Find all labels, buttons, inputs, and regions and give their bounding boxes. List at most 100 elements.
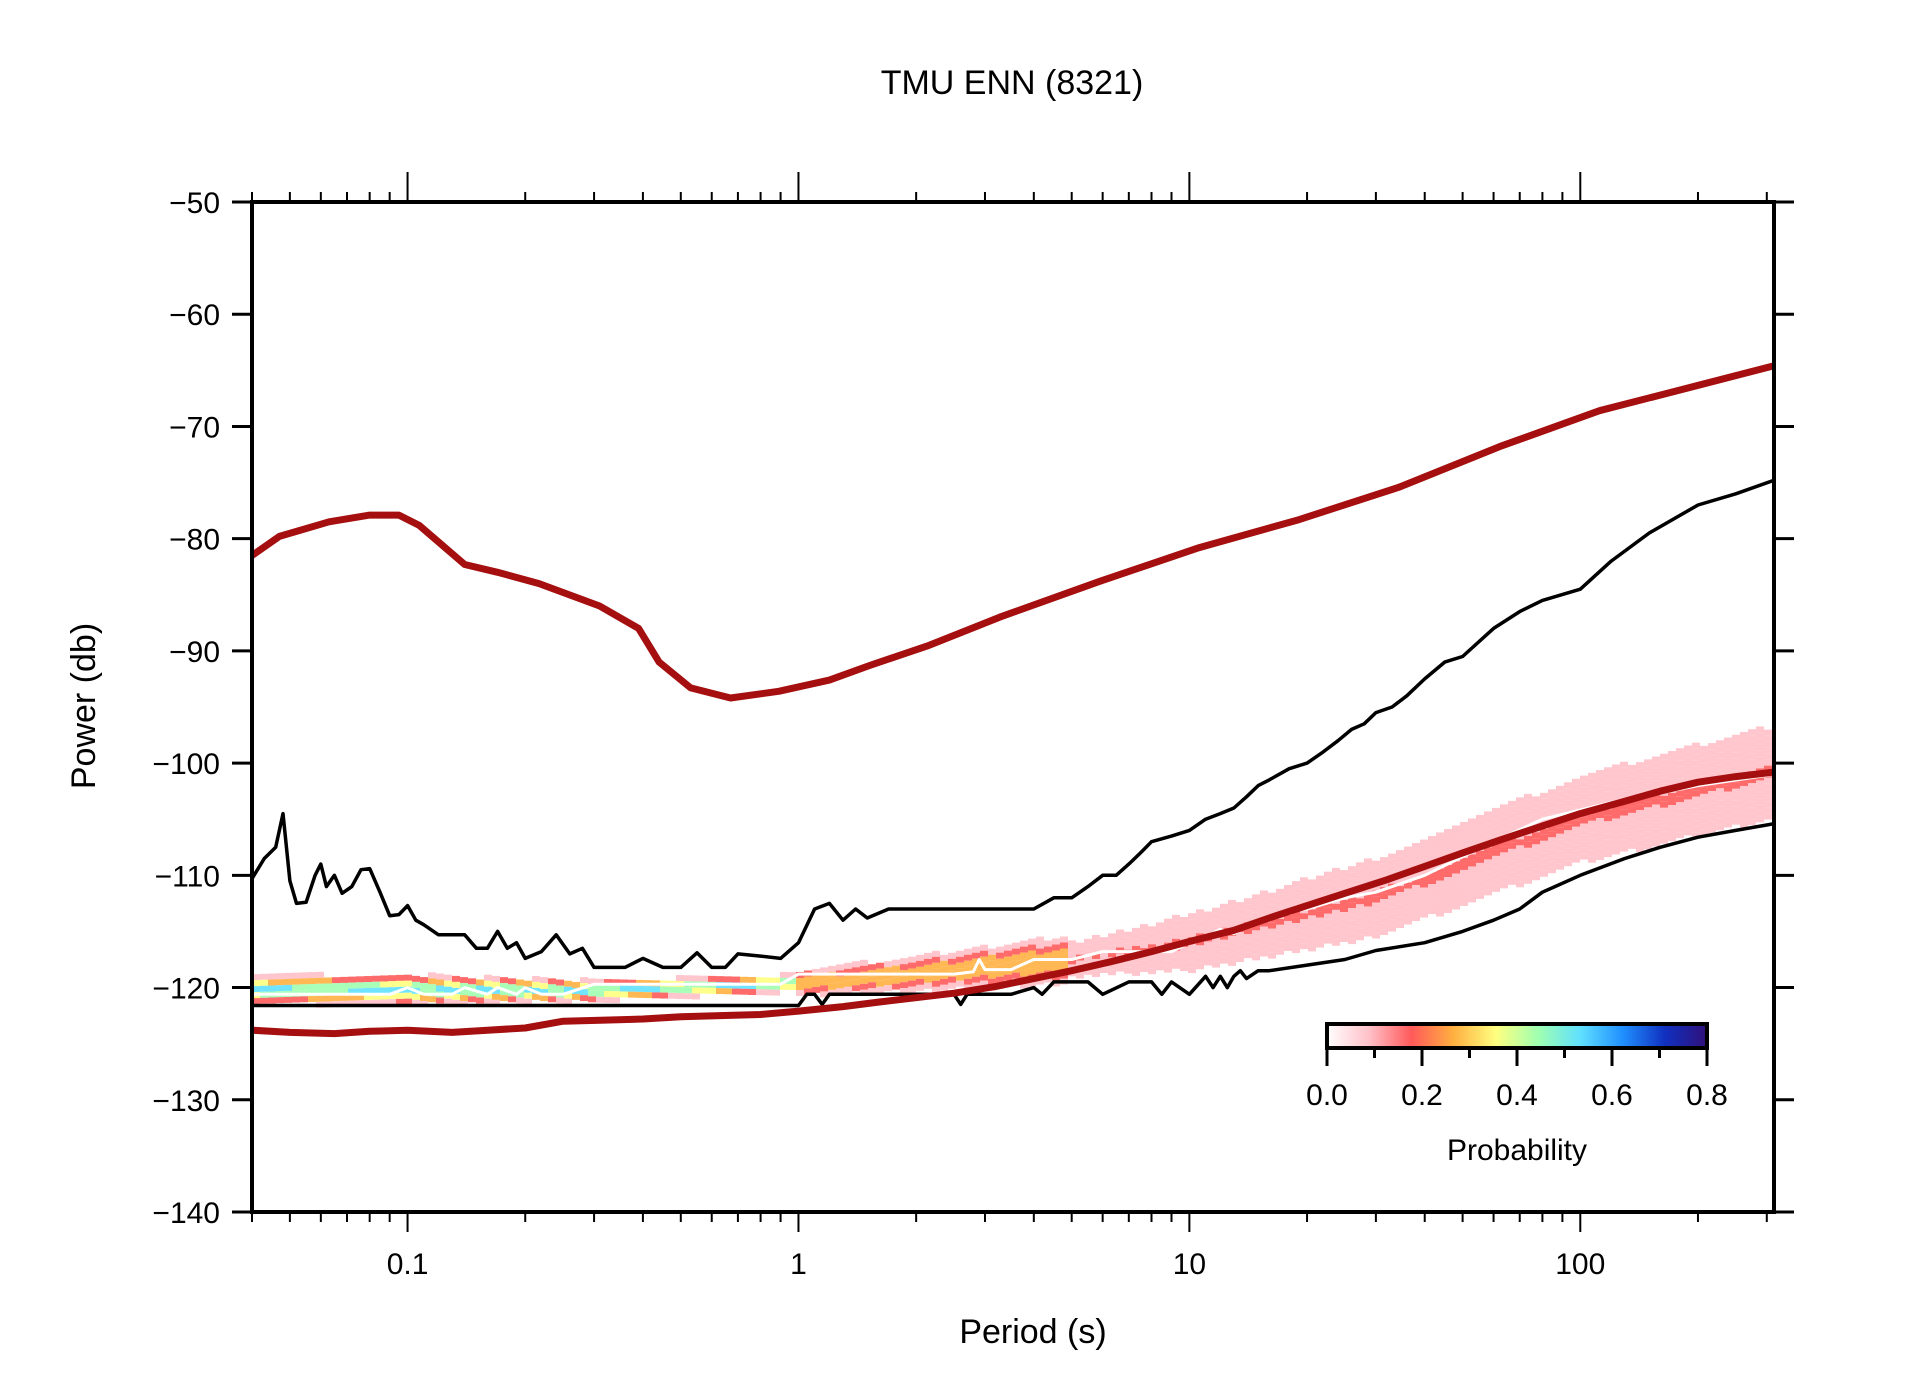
pdf-cell — [1476, 826, 1484, 833]
pdf-cell — [884, 979, 892, 986]
pdf-cell — [1492, 735, 1500, 742]
pdf-cell — [1372, 746, 1380, 753]
pdf-cell — [1660, 687, 1668, 694]
pdf-cell — [1580, 691, 1588, 698]
pdf-cell — [932, 938, 940, 945]
pdf-cell — [580, 977, 588, 984]
pdf-cell — [1332, 939, 1340, 946]
pdf-cell — [1332, 927, 1340, 934]
pdf-cell — [1548, 711, 1556, 718]
pdf-cell — [1428, 788, 1436, 795]
pdf-cell — [1532, 688, 1540, 695]
pdf-cell — [1252, 906, 1260, 913]
y-tick-label: −130 — [152, 1085, 220, 1118]
pdf-cell — [1100, 967, 1108, 974]
pdf-cell — [1492, 783, 1500, 790]
pdf-cell — [900, 988, 908, 995]
pdf-cell — [1420, 815, 1428, 822]
pdf-cell — [1052, 932, 1060, 939]
pdf-cell — [1588, 850, 1596, 857]
lower-percentile-line — [252, 821, 1774, 1008]
pdf-cell — [1340, 786, 1348, 793]
pdf-cell — [1220, 879, 1228, 886]
pdf-cell — [396, 956, 404, 963]
pdf-cell — [1508, 794, 1516, 801]
pdf-cell — [1604, 695, 1612, 702]
pdf-cell — [684, 951, 692, 958]
pdf-cell — [380, 939, 388, 946]
pdf-cell — [996, 946, 1004, 953]
pdf-cell — [1356, 772, 1364, 779]
pdf-cell — [1428, 920, 1436, 927]
pdf-cell — [1212, 865, 1220, 872]
pdf-cell — [1660, 837, 1668, 844]
pdf-cell — [660, 992, 668, 999]
pdf-cell — [1716, 746, 1724, 753]
pdf-cell — [404, 944, 412, 951]
pdf-cell — [1740, 689, 1748, 696]
pdf-cell — [532, 975, 540, 982]
pdf-cell — [1420, 803, 1428, 810]
pdf-cell — [1388, 757, 1396, 764]
pdf-cell — [1532, 898, 1540, 905]
pdf-cell — [1492, 873, 1500, 880]
pdf-cell — [988, 918, 996, 925]
pdf-cell — [1652, 642, 1660, 649]
pdf-cell — [1684, 667, 1692, 674]
pdf-cell — [1116, 887, 1124, 894]
pdf-cell — [596, 996, 604, 1003]
pdf-cell — [1356, 862, 1364, 869]
pdf-cell — [1212, 913, 1220, 920]
pdf-cell — [1276, 942, 1284, 949]
pdf-cell — [484, 932, 492, 939]
pdf-cell — [1316, 815, 1324, 822]
pdf-cell — [1380, 869, 1388, 876]
pdf-cell — [1492, 807, 1500, 814]
pdf-cell — [1276, 900, 1284, 907]
pdf-cell — [1620, 845, 1628, 852]
pdf-cell — [1316, 827, 1324, 834]
pdf-cell — [1652, 804, 1660, 811]
pdf-cell — [1628, 776, 1636, 783]
pdf-cell — [1388, 925, 1396, 932]
pdf-cell — [1428, 854, 1436, 861]
pdf-cell — [1580, 799, 1588, 806]
pdf-cell — [1756, 762, 1764, 769]
pdf-cell — [796, 977, 804, 984]
pdf-cell — [1044, 940, 1052, 947]
pdf-cell — [484, 998, 492, 1005]
y-tick-label: −80 — [169, 524, 220, 557]
pdf-cell — [1268, 964, 1276, 971]
pdf-cell — [1524, 817, 1532, 824]
pdf-cell — [1532, 748, 1540, 755]
pdf-cell — [1532, 736, 1540, 743]
pdf-cell — [1356, 856, 1364, 863]
pdf-cell — [268, 967, 276, 974]
pdf-cell — [380, 915, 388, 922]
pdf-cell — [1684, 679, 1692, 686]
pdf-cell — [1260, 800, 1268, 807]
pdf-cell — [1156, 958, 1164, 965]
pdf-cell — [1284, 842, 1292, 849]
pdf-cell — [1660, 771, 1668, 778]
pdf-cell — [1172, 836, 1180, 843]
pdf-cell — [1348, 776, 1356, 783]
pdf-cell — [1572, 832, 1580, 839]
pdf-cell — [1636, 672, 1644, 679]
pdf-cell — [1492, 693, 1500, 700]
pdf-cell — [1060, 942, 1068, 949]
pdf-cell — [428, 960, 436, 967]
pdf-cell — [556, 967, 564, 974]
pdf-cell — [1732, 704, 1740, 711]
pdf-cell — [1148, 872, 1156, 879]
pdf-cell — [1388, 733, 1396, 740]
pdf-cell — [1156, 928, 1164, 935]
pdf-cell — [1716, 734, 1724, 741]
pdf-cell — [1148, 932, 1156, 939]
pdf-cell — [540, 953, 548, 960]
pdf-cell — [716, 958, 724, 965]
pdf-cell — [1468, 710, 1476, 717]
pdf-cell — [1484, 811, 1492, 818]
pdf-cell — [1124, 967, 1132, 974]
